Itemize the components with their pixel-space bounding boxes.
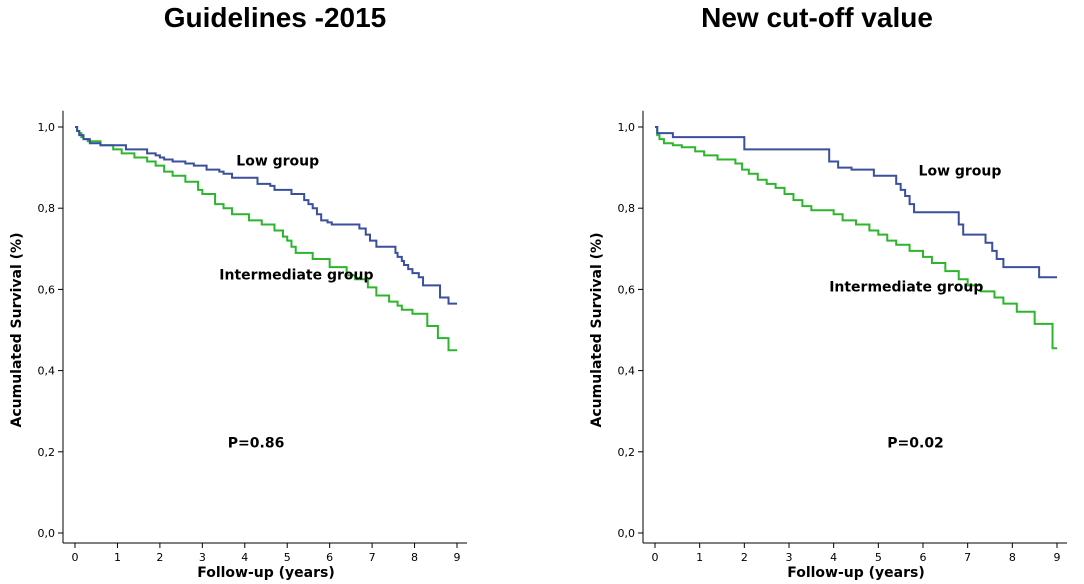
y-tick-label: 1,0 — [38, 121, 56, 134]
x-tick-label: 8 — [1009, 551, 1016, 564]
y-axis-label: Acumulated Survival (%) — [589, 233, 605, 428]
y-tick-label: 0,8 — [38, 202, 56, 215]
x-tick-label: 6 — [920, 551, 927, 564]
series-line-low-group — [655, 126, 1057, 279]
series-label-intermediate-group: Intermediate group — [829, 279, 983, 295]
y-tick-label: 0,2 — [38, 446, 56, 459]
x-axis-label: Follow-up (years) — [197, 565, 335, 581]
y-tick-label: 0,4 — [618, 365, 636, 378]
x-tick-label: 3 — [199, 551, 206, 564]
y-axis-label: Acumulated Survival (%) — [9, 233, 25, 428]
p-value-label: P=0.02 — [887, 436, 944, 452]
survival-chart-guidelines: 0,0 0,2 0,4 0,6 0,8 1,0 0 1 2 3 4 5 6 7 8 9 Follow-up (y… — [9, 110, 467, 581]
x-tick-label: 7 — [964, 551, 971, 564]
x-tick-label: 2 — [741, 551, 748, 564]
x-tick-label: 0 — [652, 551, 659, 564]
y-tick-label: 0,0 — [618, 527, 636, 540]
y-tick-label: 0,8 — [618, 202, 636, 215]
x-tick-label: 8 — [411, 551, 418, 564]
x-tick-label: 9 — [454, 551, 461, 564]
series-label-low-group: Low group — [236, 154, 319, 170]
x-tick-label: 2 — [156, 551, 163, 564]
x-tick-label: 5 — [875, 551, 882, 564]
chart-title: New cut-off value — [701, 2, 933, 33]
series-line-intermediate-group — [655, 126, 1057, 350]
x-tick-label: 4 — [830, 551, 837, 564]
series-label-low-group: Low group — [919, 164, 1002, 180]
x-tick-label: 1 — [114, 551, 121, 564]
x-tick-label: 0 — [72, 551, 79, 564]
series-label-intermediate-group: Intermediate group — [219, 267, 373, 283]
chart-panel-guidelines-2015: Guidelines -2015 0,0 0,2 0,4 0,6 0,8 1,0 0 1 2 3 4… — [0, 0, 540, 584]
x-tick-label: 9 — [1054, 551, 1061, 564]
y-tick-label: 0,4 — [38, 365, 56, 378]
p-value-label: P=0.86 — [228, 436, 285, 452]
x-tick-label: 7 — [369, 551, 376, 564]
x-tick-label: 1 — [696, 551, 703, 564]
x-axis-label: Follow-up (years) — [787, 565, 925, 581]
x-tick-label: 4 — [241, 551, 248, 564]
series-line-low-group — [75, 126, 457, 305]
chart-panel-new-cutoff: New cut-off value 0,0 0,2 0,4 0,6 0,8 1,0 0 1 2 3… — [540, 0, 1084, 584]
survival-chart-new-cutoff: 0,0 0,2 0,4 0,6 0,8 1,0 0 1 2 3 4 5 6 7 8 9 Follow-up (y… — [589, 110, 1067, 581]
y-tick-label: 0,6 — [618, 283, 636, 296]
x-tick-label: 3 — [786, 551, 793, 564]
y-tick-label: 0,0 — [38, 527, 56, 540]
chart-title: Guidelines -2015 — [163, 2, 387, 33]
x-tick-label: 6 — [326, 551, 333, 564]
y-tick-label: 0,6 — [38, 283, 56, 296]
y-tick-label: 0,2 — [618, 446, 636, 459]
y-tick-label: 1,0 — [618, 121, 636, 134]
x-tick-label: 5 — [284, 551, 291, 564]
